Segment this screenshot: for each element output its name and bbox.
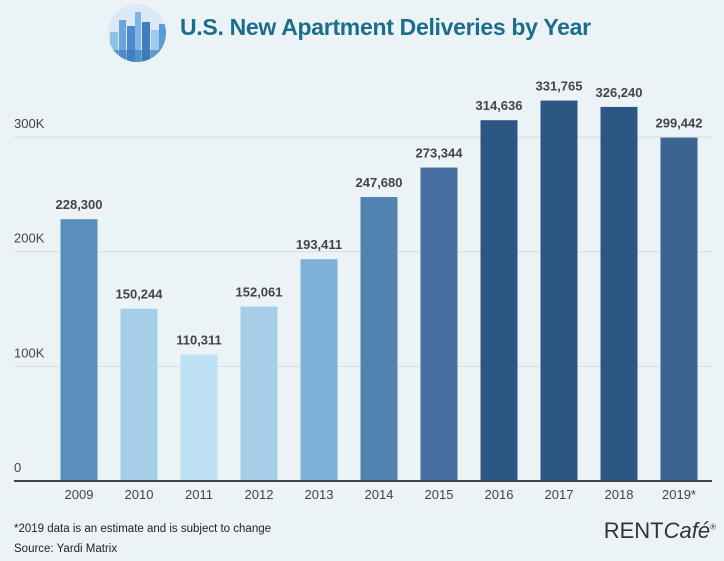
- data-label: 314,636: [476, 98, 523, 113]
- data-label: 299,442: [656, 116, 703, 131]
- bar-2019: [660, 137, 698, 482]
- city-skyline-icon: [108, 4, 166, 62]
- data-label: 228,300: [56, 197, 103, 212]
- bar-2010: [120, 308, 158, 481]
- x-tick-label: 2013: [305, 487, 334, 502]
- y-tick-label: 200K: [14, 231, 45, 246]
- bar-2018: [600, 106, 638, 481]
- x-tick-label: 2010: [125, 487, 154, 502]
- bar-2015: [420, 167, 458, 481]
- data-label: 273,344: [416, 146, 464, 161]
- x-tick-label: 2015: [425, 487, 454, 502]
- x-tick-label: 2011: [185, 487, 213, 502]
- chart-title: U.S. New Apartment Deliveries by Year: [180, 14, 591, 40]
- bar-2013: [300, 259, 338, 481]
- y-tick-label: 300K: [14, 116, 45, 131]
- x-tick-label: 2009: [65, 487, 94, 502]
- bar-2012: [240, 306, 278, 481]
- data-label: 152,061: [236, 285, 283, 300]
- bar-2016: [480, 120, 518, 482]
- source-note: Source: Yardi Matrix: [14, 543, 118, 555]
- y-tick-label: 0: [14, 460, 21, 475]
- data-label: 326,240: [596, 85, 643, 100]
- x-tick-label: 2017: [545, 487, 574, 502]
- bar-2011: [180, 354, 218, 481]
- x-tick-label: 2012: [245, 487, 274, 502]
- bar-2009: [60, 219, 98, 481]
- x-tick-label: 2016: [485, 487, 514, 502]
- bar-2017: [540, 100, 578, 481]
- data-label: 247,680: [356, 175, 403, 190]
- y-tick-label: 100K: [14, 345, 45, 360]
- bar-2014: [360, 196, 398, 482]
- rentcafe-logo: RENTCafé®: [603, 518, 716, 543]
- x-tick-label: 2014: [365, 487, 394, 502]
- data-label: 331,765: [536, 79, 583, 94]
- data-label: 193,411: [296, 237, 342, 252]
- footnote: *2019 data is an estimate and is subject…: [14, 523, 272, 535]
- data-label: 110,311: [176, 333, 222, 348]
- data-label: 150,244: [116, 287, 164, 302]
- x-tick-label: 2019*: [662, 487, 696, 502]
- x-tick-label: 2018: [605, 487, 634, 502]
